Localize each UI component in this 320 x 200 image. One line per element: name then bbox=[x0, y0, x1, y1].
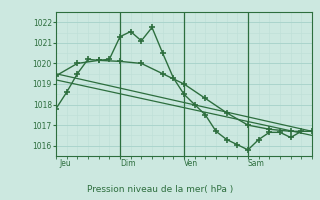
Text: Dim: Dim bbox=[120, 159, 135, 168]
Text: Jeu: Jeu bbox=[60, 159, 71, 168]
Text: Ven: Ven bbox=[184, 159, 198, 168]
Text: Pression niveau de la mer( hPa ): Pression niveau de la mer( hPa ) bbox=[87, 185, 233, 194]
Text: Sam: Sam bbox=[248, 159, 265, 168]
